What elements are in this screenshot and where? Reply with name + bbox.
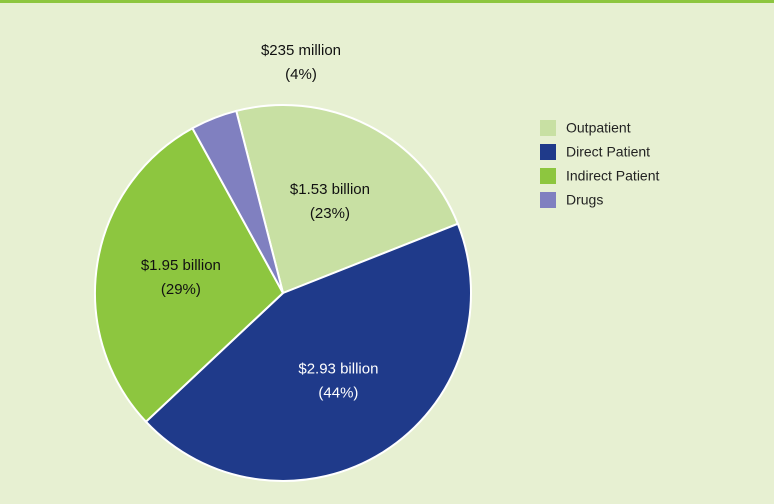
pie-slice <box>144 222 472 482</box>
legend-label: Outpatient <box>566 120 631 136</box>
legend-label: Drugs <box>566 192 603 208</box>
pie-slice <box>94 126 285 424</box>
legend-swatch <box>540 120 556 136</box>
legend-swatch <box>540 144 556 160</box>
slice-labels: $1.53 billion (23%) $2.93 billion (44%) $1.9… <box>141 42 379 401</box>
slice-amount: $1.95 billion <box>141 257 221 274</box>
legend-label: Direct Patient <box>566 144 650 160</box>
pie <box>94 104 472 482</box>
slice-percent: (44%) <box>318 384 358 401</box>
legend-swatch <box>540 168 556 184</box>
slice-amount: $1.53 billion <box>290 181 370 198</box>
top-rule <box>0 0 774 3</box>
pie-slice <box>191 109 284 294</box>
slice-percent: (23%) <box>310 205 350 222</box>
legend: Outpatient Direct Patient Indirect Patient… <box>540 120 659 208</box>
slice-percent: (29%) <box>161 281 201 298</box>
slice-percent: (4%) <box>285 66 317 83</box>
slice-amount: $2.93 billion <box>298 360 378 377</box>
pie-slice <box>235 104 460 295</box>
slice-amount: $235 million <box>261 42 341 59</box>
legend-label: Indirect Patient <box>566 168 659 184</box>
legend-swatch <box>540 192 556 208</box>
